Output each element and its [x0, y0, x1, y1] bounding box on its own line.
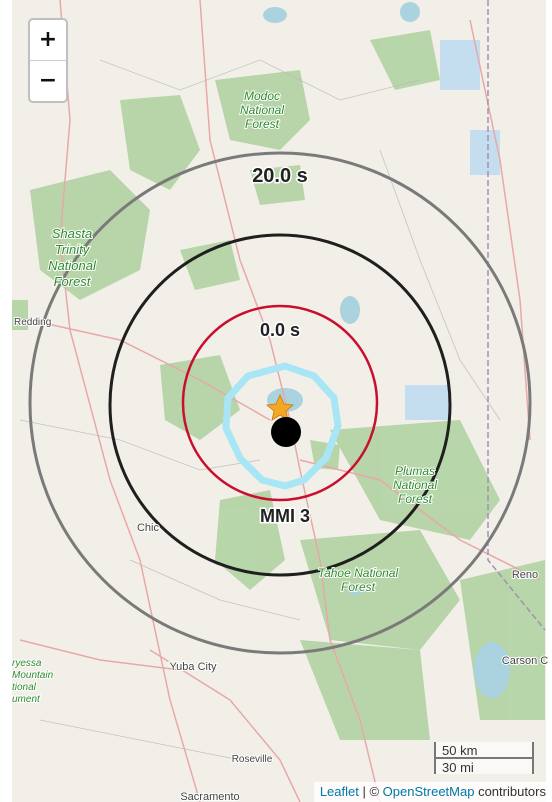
wetland-east	[405, 385, 450, 420]
place-label-line: Sacramento	[180, 791, 239, 802]
zoom-control: + −	[28, 18, 68, 103]
road-southwest	[19, 639, 181, 671]
forest-near-ring	[250, 165, 305, 205]
place-label-line: ryessa	[12, 658, 42, 669]
place-label-line: Forest	[245, 117, 280, 131]
place-label-line: Carson C	[502, 655, 549, 667]
road-east	[299, 459, 541, 581]
place-label-line: Yuba City	[169, 661, 217, 673]
contour-label-inner-time: 0.0 s	[260, 320, 300, 340]
road-valley	[149, 649, 301, 802]
road-i5	[59, 0, 201, 802]
place-label-line: Forest	[54, 274, 92, 289]
contour-ring-outer	[28, 151, 532, 655]
lake-mid	[340, 296, 360, 324]
place-label-modoc: Modoc National Forest	[240, 89, 284, 131]
attribution-suffix: contributors	[474, 784, 546, 799]
place-label-line: Forest	[398, 492, 433, 506]
minor-road-4	[129, 559, 301, 621]
place-label-line: Tahoe National	[318, 566, 399, 580]
minor-roads	[19, 59, 501, 761]
place-label-reno: Reno	[512, 569, 538, 581]
road-east-north	[469, 19, 531, 441]
station-marker-icon[interactable]	[271, 417, 301, 447]
place-label-line: Modoc	[244, 89, 280, 103]
place-label-line: Roseville	[232, 754, 273, 765]
lake-small	[348, 585, 364, 595]
minor-road-3	[379, 149, 501, 421]
contour-label-outer-time: 20.0 s	[252, 165, 308, 187]
place-label-sacramento: Sacramento	[180, 791, 239, 802]
forest-areas	[12, 30, 545, 740]
osm-link[interactable]: OpenStreetMap	[382, 784, 475, 799]
forest-mid-north	[180, 240, 240, 290]
road-west	[29, 319, 271, 421]
place-label-line: Chic	[137, 522, 160, 534]
forest-west-edge	[12, 300, 28, 330]
forest-sierra	[300, 640, 430, 740]
minor-road-1	[99, 59, 421, 101]
place-label-line: Plumas	[395, 464, 435, 478]
place-label-line: National	[48, 258, 97, 273]
forest-shasta	[30, 170, 150, 300]
place-label-plumas: Plumas National Forest	[393, 464, 437, 506]
forest-tahoe	[300, 530, 460, 650]
lake-north-center	[263, 7, 287, 23]
place-label-tahoe: Tahoe National Forest	[318, 566, 399, 594]
place-label-line: National	[240, 103, 284, 117]
forest-plumas	[330, 420, 500, 540]
forest-central	[160, 355, 240, 440]
road-south	[299, 469, 381, 802]
mmi-contour-polygon	[222, 362, 342, 490]
map-margin-right	[546, 0, 552, 802]
attribution-separator: | ©	[358, 784, 383, 799]
zoom-out-button[interactable]: −	[30, 60, 66, 101]
minor-road-2	[19, 419, 261, 471]
forest-lassen-south	[215, 490, 285, 590]
place-label-carson: Carson C	[502, 655, 549, 667]
place-label-line: Mountain	[12, 670, 54, 681]
contour-label-intensity: MMI 3	[260, 506, 310, 526]
place-label-chico: Chic	[137, 522, 160, 534]
lake-north	[400, 2, 420, 22]
forest-north-east	[370, 30, 440, 90]
leaflet-link[interactable]: Leaflet	[319, 784, 359, 799]
place-label-redding: Redding	[14, 317, 51, 328]
place-label-roseville: Roseville	[232, 754, 273, 765]
scale-imperial: 30 mi	[434, 757, 534, 775]
forest-modoc	[215, 70, 310, 150]
epicenter-star-icon[interactable]	[266, 394, 294, 421]
place-label-line: Shasta	[52, 226, 92, 241]
zoom-in-button[interactable]: +	[38, 27, 58, 52]
place-label-shasta: Shasta Trinity National Forest	[48, 226, 97, 289]
lake-tahoe	[474, 642, 510, 698]
minor-road-5	[39, 719, 241, 761]
wetland-north	[440, 40, 480, 90]
contour-ring-red	[181, 304, 379, 502]
attribution: Leaflet | © OpenStreetMap contributors	[313, 782, 552, 802]
place-label-line: National	[393, 478, 437, 492]
place-label-line: tional	[12, 682, 37, 693]
contour-ring-mid	[108, 233, 452, 577]
place-label-line: Forest	[341, 580, 376, 594]
place-label-berryessa: ryessa Mountain tional ument	[12, 658, 54, 705]
state-border	[487, 0, 546, 631]
forest-north-west	[120, 95, 200, 190]
place-label-line: Redding	[14, 317, 51, 328]
place-label-line: Reno	[512, 569, 538, 581]
place-label-yuba: Yuba City	[169, 661, 217, 673]
wetland-areas	[405, 40, 500, 420]
place-label-line: Trinity	[55, 242, 91, 257]
place-label-line: ument	[12, 694, 41, 705]
map-margin-left	[0, 0, 12, 802]
scale-control: 50 km 30 mi	[434, 742, 534, 775]
